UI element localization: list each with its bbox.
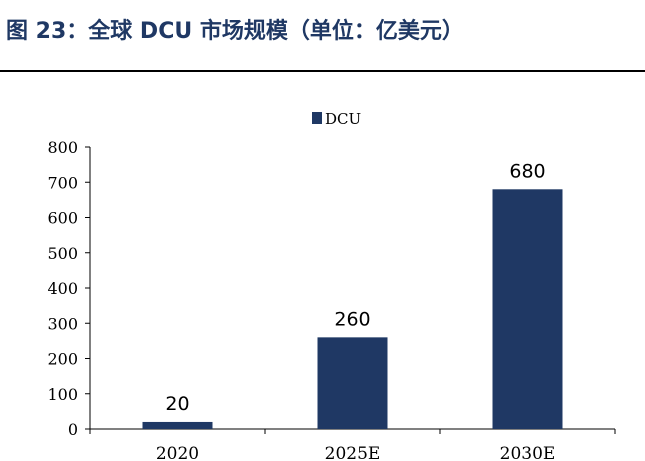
legend-swatch <box>312 112 322 124</box>
y-tick-label: 400 <box>47 279 78 298</box>
x-category-label: 2020 <box>156 444 199 461</box>
chart-area: 0 100 200 300 400 500 600 700 800 20 2020 260 2025E 6… <box>0 90 645 461</box>
y-tick-label: 500 <box>47 244 78 263</box>
title-divider <box>0 70 645 72</box>
y-tick-label: 200 <box>47 350 78 369</box>
y-tick-label: 300 <box>47 314 78 333</box>
x-category-label: 2025E <box>325 444 381 461</box>
data-label: 680 <box>509 160 545 182</box>
x-category-label: 2030E <box>500 444 556 461</box>
data-label: 20 <box>165 393 189 415</box>
data-label: 260 <box>334 308 370 330</box>
figure-title: 图 23：全球 DCU 市场规模（单位：亿美元） <box>6 19 464 44</box>
legend-label: DCU <box>325 110 361 128</box>
bar-chart: 01002003004005006007008002020202602025E6… <box>47 110 616 461</box>
y-tick-label: 600 <box>47 209 78 228</box>
bar <box>492 189 563 429</box>
y-tick-label: 0 <box>68 420 78 439</box>
y-tick-label: 100 <box>47 385 78 404</box>
y-tick-label: 700 <box>47 173 78 192</box>
bar <box>317 337 388 429</box>
bar <box>142 421 213 429</box>
y-tick-label: 800 <box>47 138 78 157</box>
